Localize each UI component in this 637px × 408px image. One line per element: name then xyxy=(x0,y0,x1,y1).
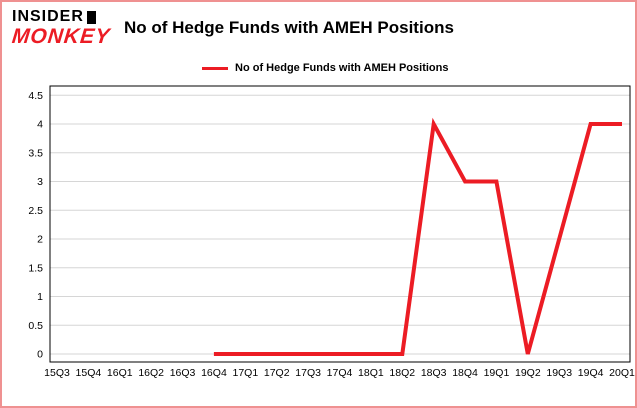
x-tick-label: 15Q3 xyxy=(44,367,70,379)
x-tick-label: 19Q2 xyxy=(515,367,541,379)
logo-monkey-text: MONKEY xyxy=(10,25,112,48)
x-tick-label: 18Q1 xyxy=(358,367,384,379)
x-tick-label: 18Q2 xyxy=(389,367,415,379)
x-tick-label: 20Q1 xyxy=(609,367,635,379)
legend-label: No of Hedge Funds with AMEH Positions xyxy=(235,62,449,74)
y-tick-label: 1.5 xyxy=(28,262,43,274)
x-tick-label: 16Q1 xyxy=(107,367,133,379)
x-tick-label: 16Q2 xyxy=(138,367,164,379)
plot-border xyxy=(49,85,631,363)
x-tick-label: 16Q3 xyxy=(170,367,196,379)
x-tick-label: 19Q4 xyxy=(578,367,604,379)
x-tick-label: 19Q1 xyxy=(484,367,510,379)
x-tick-label: 15Q4 xyxy=(76,367,102,379)
y-tick-label: 4 xyxy=(37,119,43,131)
y-tick-label: 4.5 xyxy=(28,90,43,102)
y-tick-label: 2.5 xyxy=(28,205,43,217)
legend-line-swatch xyxy=(202,66,228,70)
y-tick-label: 0.5 xyxy=(28,320,43,332)
x-tick-label: 17Q2 xyxy=(264,367,290,379)
x-tick-label: 18Q4 xyxy=(452,367,478,379)
x-tick-label: 19Q3 xyxy=(546,367,572,379)
chart-legend: No of Hedge Funds with AMEH Positions xyxy=(202,62,448,74)
y-tick-label: 1 xyxy=(37,291,43,303)
page-title: No of Hedge Funds with AMEH Positions xyxy=(124,18,454,37)
logo-block-icon xyxy=(86,10,96,24)
y-tick-label: 0 xyxy=(37,349,43,361)
insider-monkey-logo: INSIDER MONKEY xyxy=(10,9,122,49)
logo-insider-text: INSIDER xyxy=(12,8,84,25)
x-tick-label: 17Q4 xyxy=(327,367,353,379)
y-tick-label: 3 xyxy=(37,176,43,188)
y-tick-label: 2 xyxy=(37,234,43,246)
logo-top-row: INSIDER xyxy=(12,9,122,25)
x-tick-label: 16Q4 xyxy=(201,367,227,379)
x-tick-label: 17Q1 xyxy=(232,367,258,379)
chart-line xyxy=(213,117,622,356)
x-tick-label: 17Q3 xyxy=(295,367,321,379)
line-chart: 0 0.5 1 1.5 2 2.5 3 3.5 4 4.5 15Q3 15Q4 16Q1 16Q2 16Q3… xyxy=(28,85,635,379)
y-tick-label: 3.5 xyxy=(28,147,43,159)
x-tick-label: 18Q3 xyxy=(421,367,447,379)
